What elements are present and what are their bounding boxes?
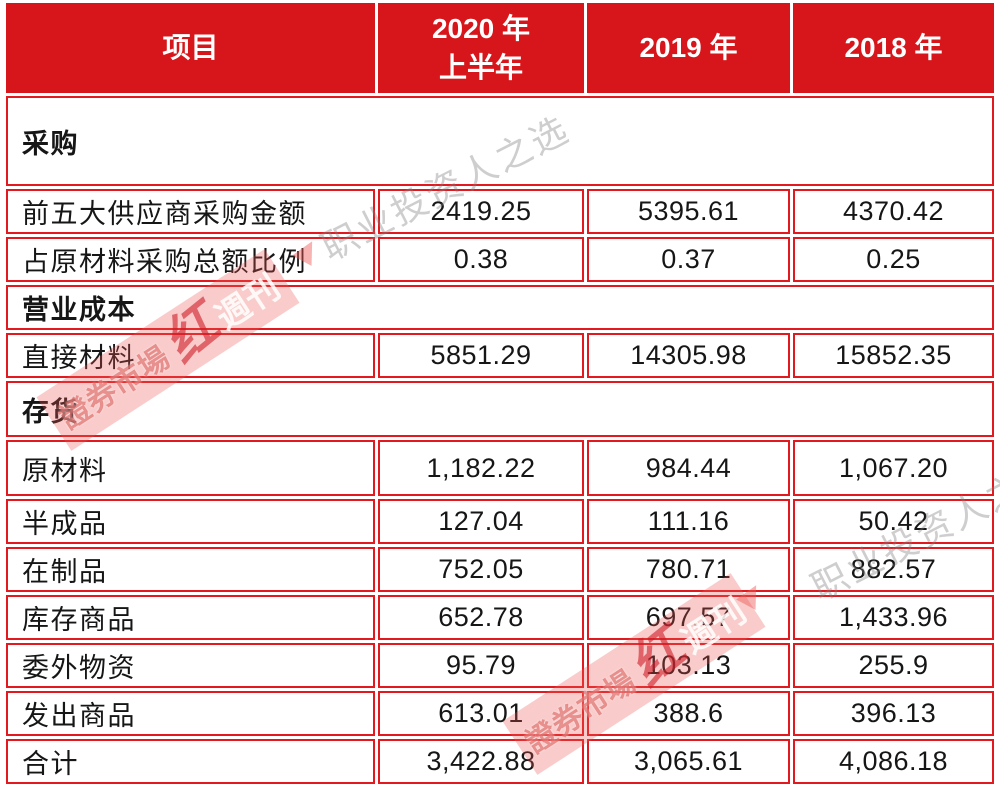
cell-value: 752.05 — [378, 547, 584, 592]
cell-value: 0.37 — [587, 237, 790, 282]
cell-value: 14305.98 — [587, 333, 790, 378]
cell-value: 984.44 — [587, 440, 790, 496]
row-label: 原材料 — [6, 440, 375, 496]
table-row: 发出商品 613.01 388.6 396.13 — [6, 691, 994, 736]
table-row: 库存商品 652.78 697.57 1,433.96 — [6, 595, 994, 640]
cell-value: 95.79 — [378, 643, 584, 688]
section-label: 采购 — [6, 96, 994, 186]
section-label: 营业成本 — [6, 285, 994, 330]
row-label: 前五大供应商采购金额 — [6, 189, 375, 234]
cell-value: 111.16 — [587, 499, 790, 544]
header-col-2019-label: 2019 年 — [639, 32, 738, 64]
cell-value: 3,065.61 — [587, 739, 790, 784]
cell-value: 3,422.88 — [378, 739, 584, 784]
cell-value: 0.25 — [793, 237, 994, 282]
cell-value: 4,086.18 — [793, 739, 994, 784]
row-label: 在制品 — [6, 547, 375, 592]
row-label: 半成品 — [6, 499, 375, 544]
row-label: 直接材料 — [6, 333, 375, 378]
cell-value: 255.9 — [793, 643, 994, 688]
cell-value: 388.6 — [587, 691, 790, 736]
row-label: 库存商品 — [6, 595, 375, 640]
cell-value: 1,067.20 — [793, 440, 994, 496]
table-row: 前五大供应商采购金额 2419.25 5395.61 4370.42 — [6, 189, 994, 234]
header-col-2018: 2018 年 — [793, 3, 994, 93]
section-row-procurement: 采购 — [6, 96, 994, 186]
cell-value: 1,433.96 — [793, 595, 994, 640]
cell-value: 652.78 — [378, 595, 584, 640]
cell-value: 396.13 — [793, 691, 994, 736]
section-row-inventory: 存货 — [6, 381, 994, 437]
cell-value: 780.71 — [587, 547, 790, 592]
row-label: 合计 — [6, 739, 375, 784]
cell-value: 613.01 — [378, 691, 584, 736]
header-col-2020-line1: 2020 年 — [431, 12, 531, 44]
table-row: 占原材料采购总额比例 0.38 0.37 0.25 — [6, 237, 994, 282]
row-label: 占原材料采购总额比例 — [6, 237, 375, 282]
header-col-2018-label: 2018 年 — [844, 32, 943, 64]
cell-value: 697.57 — [587, 595, 790, 640]
cell-value: 15852.35 — [793, 333, 994, 378]
header-col-2020h1: 2020 年 上半年 — [378, 3, 584, 93]
cell-value: 103.13 — [587, 643, 790, 688]
table-row: 直接材料 5851.29 14305.98 15852.35 — [6, 333, 994, 378]
row-label: 委外物资 — [6, 643, 375, 688]
section-label: 存货 — [6, 381, 994, 437]
cell-value: 2419.25 — [378, 189, 584, 234]
cell-value: 127.04 — [378, 499, 584, 544]
cell-value: 882.57 — [793, 547, 994, 592]
table-row: 在制品 752.05 780.71 882.57 — [6, 547, 994, 592]
header-col-2019: 2019 年 — [587, 3, 790, 93]
cell-value: 5851.29 — [378, 333, 584, 378]
row-label: 发出商品 — [6, 691, 375, 736]
cell-value: 50.42 — [793, 499, 994, 544]
total-row: 合计 3,422.88 3,065.61 4,086.18 — [6, 739, 994, 784]
header-row: 项目 2020 年 上半年 2019 年 2018 年 — [6, 3, 994, 93]
table-row: 委外物资 95.79 103.13 255.9 — [6, 643, 994, 688]
financial-table: 项目 2020 年 上半年 2019 年 2018 年 采购 前五大供应商采购金… — [3, 0, 997, 787]
cell-value: 4370.42 — [793, 189, 994, 234]
cell-value: 0.38 — [378, 237, 584, 282]
header-col-2020-line2: 上半年 — [438, 52, 523, 83]
cell-value: 1,182.22 — [378, 440, 584, 496]
table-row: 原材料 1,182.22 984.44 1,067.20 — [6, 440, 994, 496]
header-col-item-label: 项目 — [162, 32, 219, 64]
cell-value: 5395.61 — [587, 189, 790, 234]
header-col-item: 项目 — [6, 3, 375, 93]
section-row-operating-cost: 营业成本 — [6, 285, 994, 330]
table-row: 半成品 127.04 111.16 50.42 — [6, 499, 994, 544]
